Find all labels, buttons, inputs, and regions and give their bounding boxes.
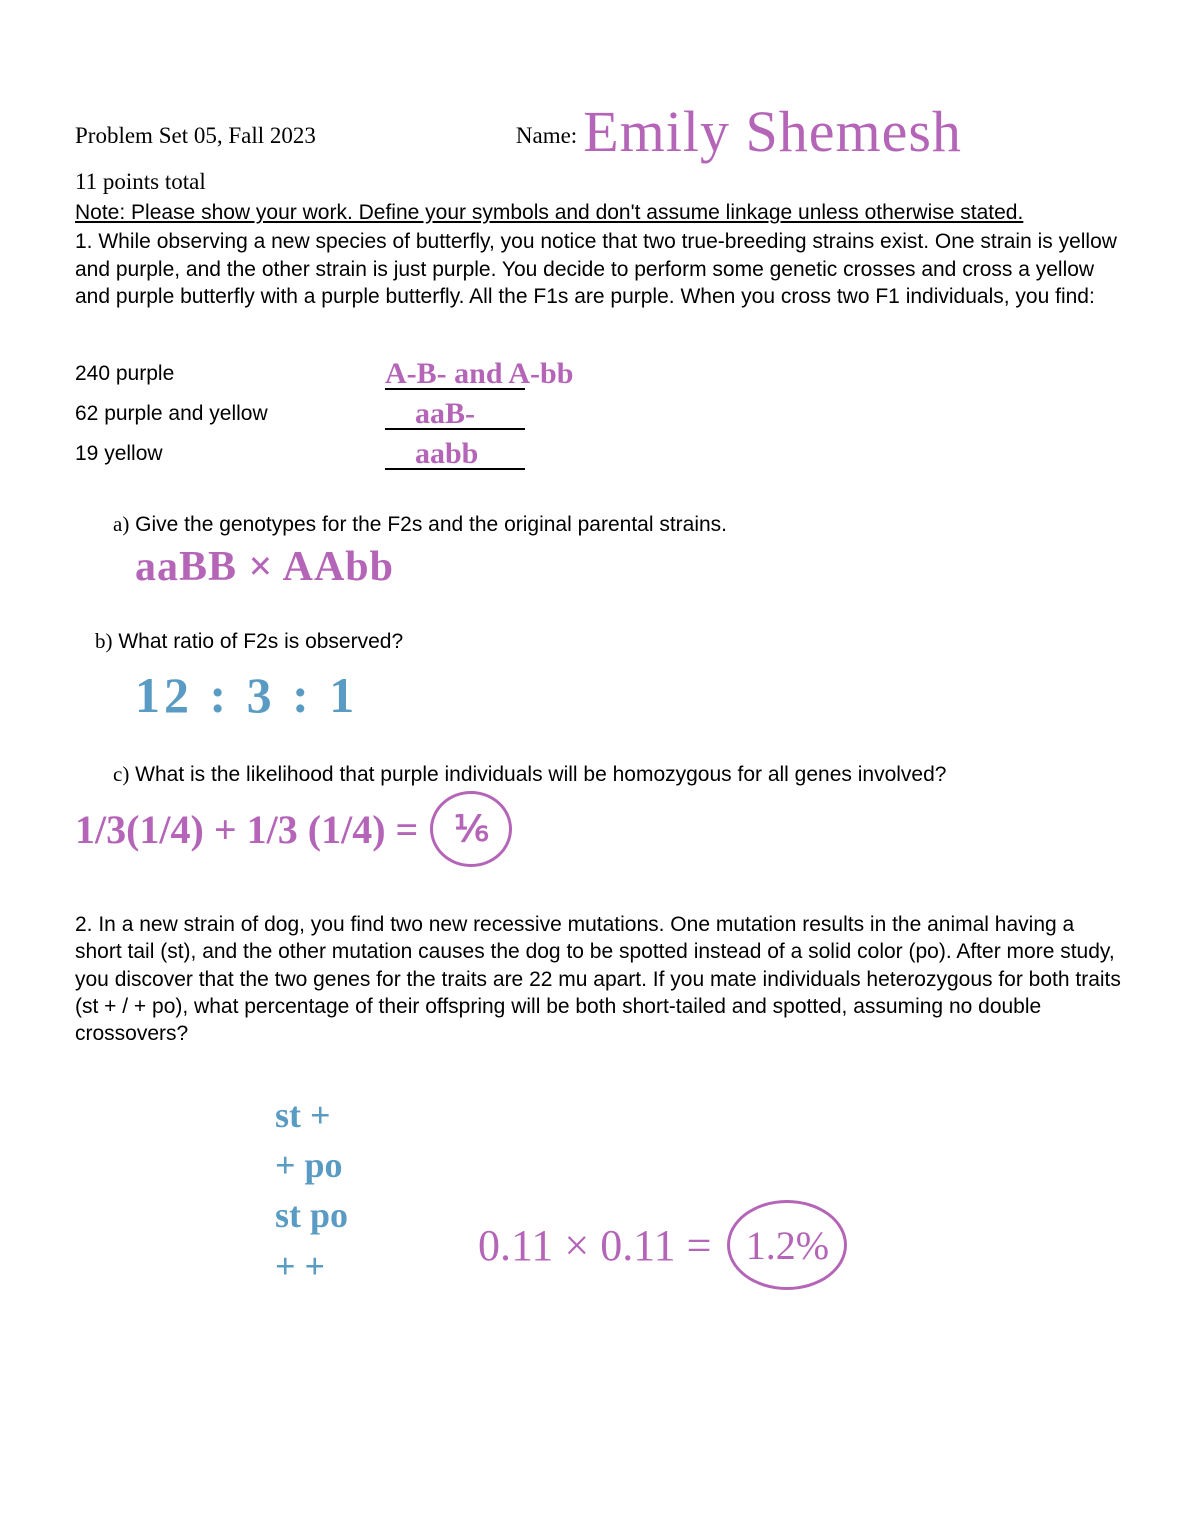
points-total: 11 points total [75,169,1125,195]
part-letter: a) [113,512,129,536]
part-text: Give the genotypes for the F2s and the o… [135,513,727,536]
q1-prompt: 1. While observing a new species of butt… [75,228,1125,310]
header-row: Problem Set 05, Fall 2023 Name: Emily Sh… [75,90,1125,157]
part-text: What is the likelihood that purple indiv… [135,763,946,786]
gamete: st po [275,1190,348,1240]
instruction-note: Note: Please show your work. Define your… [75,199,1125,226]
student-name: Emily Shemesh [583,98,962,165]
q2-work: st + + po st po + + 0.11 × 0.11 = 1.2% [75,1090,1125,1292]
q1-data-block: 240 purple A-B- and A-bb 62 purple and y… [75,354,1125,474]
q1c-calc: 1/3(1/4) + 1/3 (1/4) = ⅙ [75,791,1125,867]
q1a-answer: aaBB × AAbb [135,543,1125,591]
problem-set-title: Problem Set 05, Fall 2023 [75,123,316,149]
circled-answer: ⅙ [430,791,512,867]
genotype-answer: A-B- and A-bb [385,347,573,401]
count-label: 240 purple [75,355,335,393]
data-row: 240 purple A-B- and A-bb [75,354,1125,394]
gamete: + + [275,1241,348,1291]
gamete: + po [275,1140,348,1190]
name-label: Name: [516,123,577,149]
q1a: a) Give the genotypes for the F2s and th… [113,512,1125,537]
data-row: 62 purple and yellow aaB- [75,394,1125,434]
data-row: 19 yellow aabb [75,434,1125,474]
part-letter: c) [113,762,129,786]
genotype-answer: aabb [415,427,478,481]
count-label: 19 yellow [75,435,335,473]
circled-answer: 1.2% [727,1200,847,1290]
calc-expression: 0.11 × 0.11 = [478,1220,711,1271]
count-label: 62 purple and yellow [75,395,335,433]
q2-prompt: 2. In a new strain of dog, you find two … [75,911,1125,1047]
q2-calc: 0.11 × 0.11 = 1.2% [478,1200,847,1290]
q1b: b) What ratio of F2s is observed? [95,629,1125,654]
gamete: st + [275,1090,348,1140]
worksheet-page: Problem Set 05, Fall 2023 Name: Emily Sh… [75,90,1125,1291]
q1b-answer: 12 : 3 : 1 [135,666,1125,724]
q1c: c) What is the likelihood that purple in… [113,762,1125,787]
gamete-list: st + + po st po + + [275,1090,348,1292]
part-letter: b) [95,629,113,653]
part-text: What ratio of F2s is observed? [118,630,403,653]
calc-expression: 1/3(1/4) + 1/3 (1/4) = [75,806,418,853]
